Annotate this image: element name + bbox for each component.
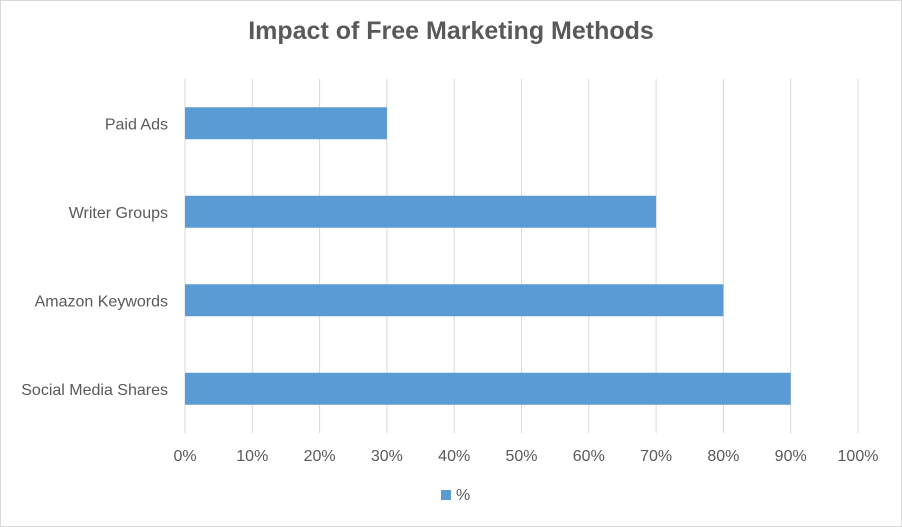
bar [185,195,657,228]
bar [185,107,387,140]
x-tick-label: 0% [173,448,196,465]
bar [185,284,724,317]
x-tick-label: 70% [640,448,672,465]
x-tick-label: 50% [505,448,537,465]
x-tick-label: 30% [371,448,403,465]
chart-title: Impact of Free Marketing Methods [248,17,654,45]
x-tick-label: 100% [838,448,879,465]
bars [185,107,791,405]
x-tick-label: 60% [573,448,605,465]
category-label: Amazon Keywords [35,293,168,310]
category-label: Social Media Shares [21,382,168,399]
x-tick-labels: 0% 10% 20% 30% 40% 50% 60% 70% 80% 90% 100% [173,448,878,465]
x-tick-label: 90% [775,448,807,465]
category-label: Writer Groups [69,205,168,222]
x-tick-label: 20% [304,448,336,465]
x-tick-label: 40% [438,448,470,465]
category-label: Paid Ads [105,116,168,133]
x-tick-label: 80% [707,448,739,465]
legend: % [441,487,470,504]
x-tick-label: 10% [236,448,268,465]
legend-label: % [456,487,470,504]
bar [185,372,791,405]
category-labels: Paid Ads Writer Groups Amazon Keywords Soci… [21,116,168,399]
legend-swatch [441,490,451,500]
